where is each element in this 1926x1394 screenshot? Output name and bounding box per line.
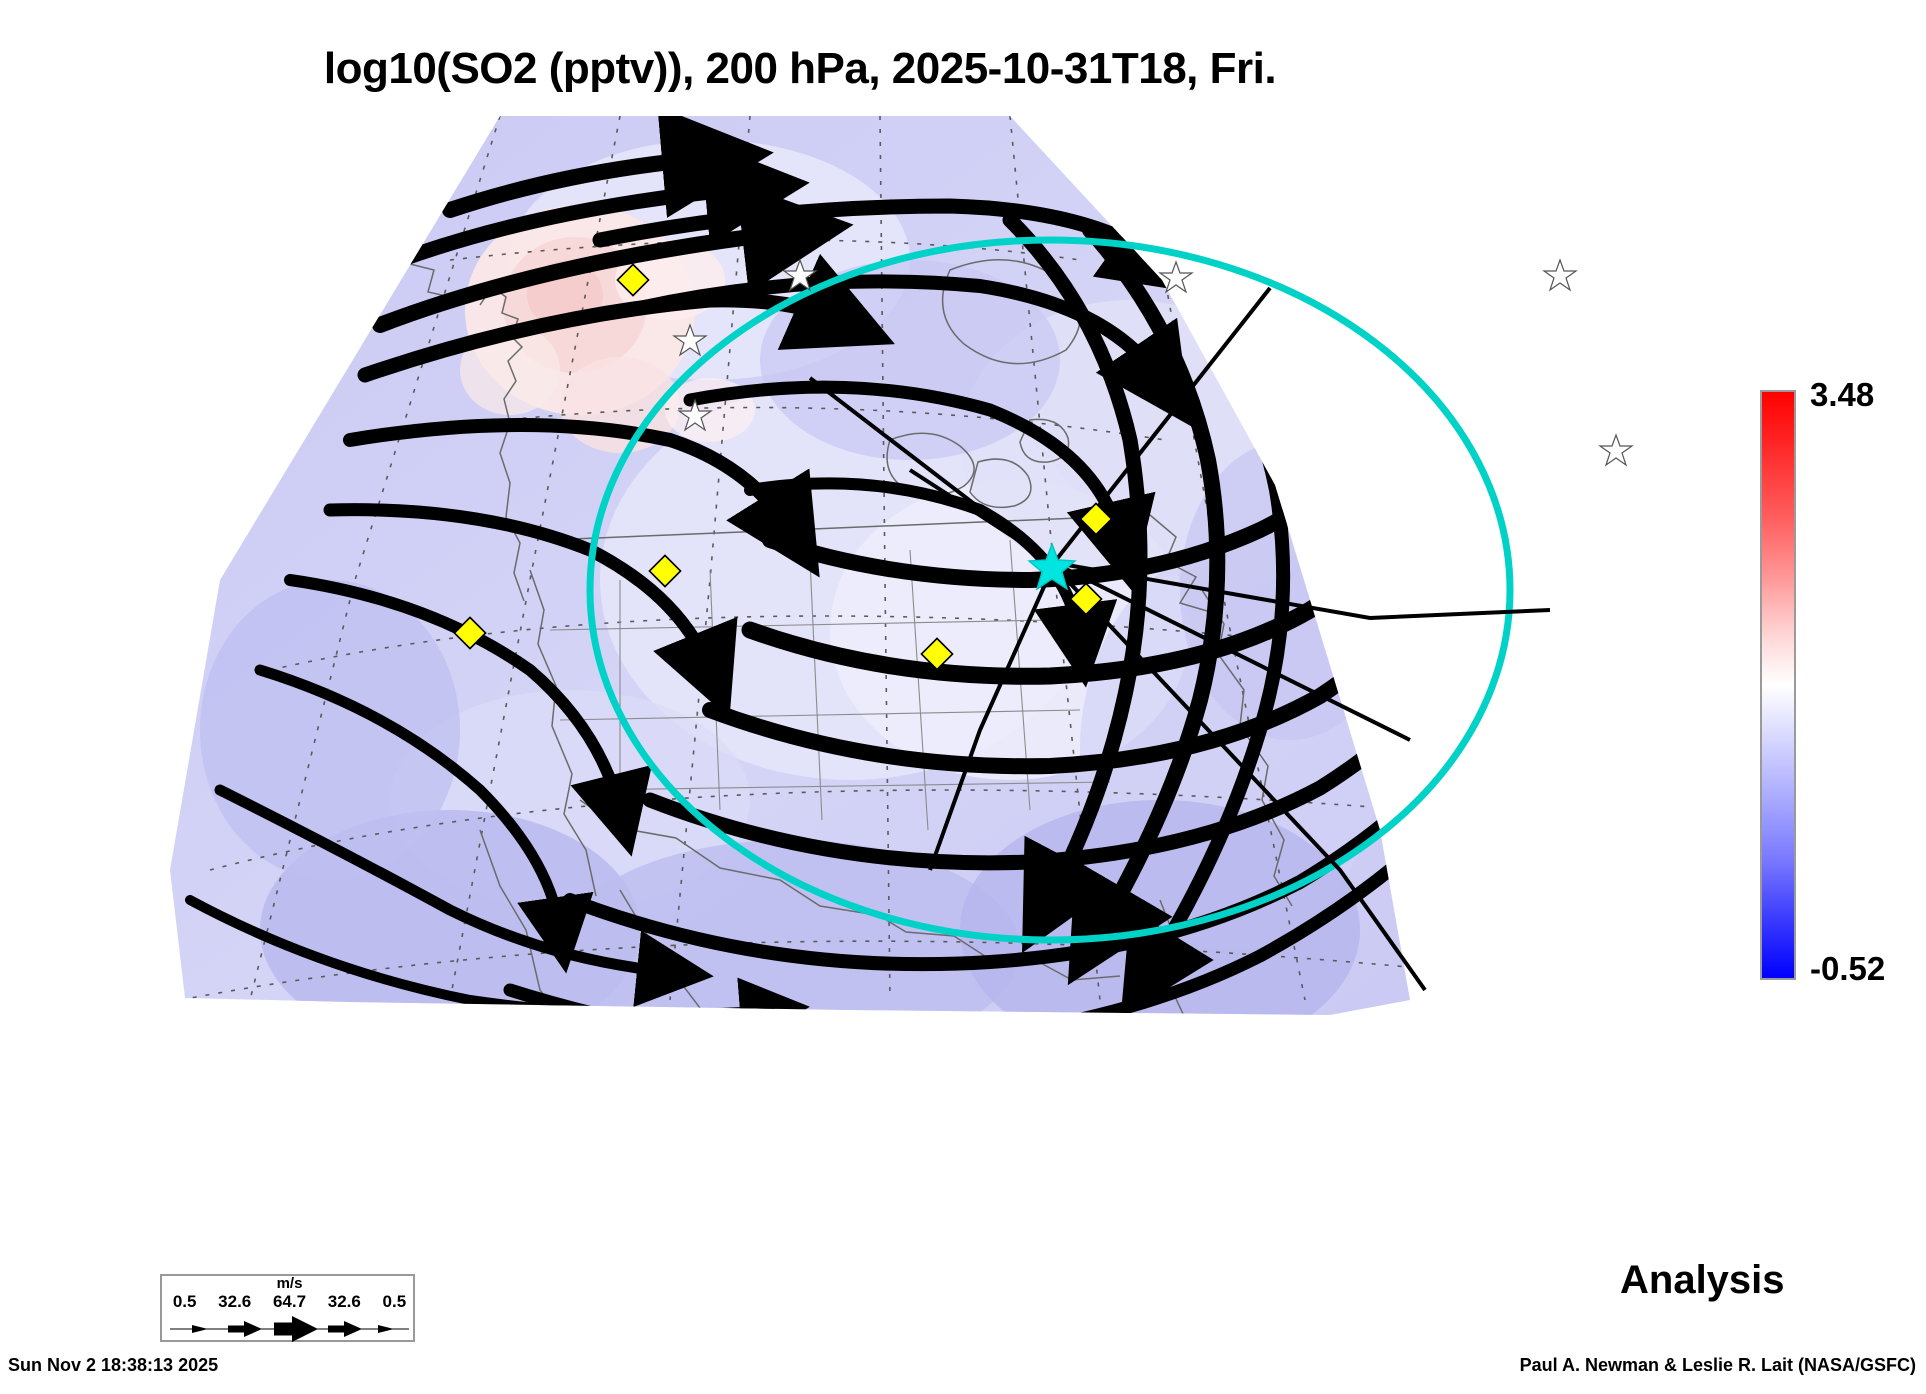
colorbar-max-label: 3.48 <box>1810 376 1875 413</box>
city-markers <box>672 258 1634 467</box>
wind-tick-3: 32.6 <box>327 1292 361 1311</box>
wind-tick-2: 64.7 <box>272 1292 307 1311</box>
colorbar-min-label: -0.52 <box>1810 950 1886 987</box>
analysis-label: Analysis <box>1620 1258 1785 1302</box>
map-panel[interactable] <box>150 110 1710 1270</box>
timestamp-label: Sun Nov 2 18:38:13 2025 <box>8 1355 219 1375</box>
credits-label: Paul A. Newman & Leslie R. Lait (NASA/GS… <box>1519 1355 1916 1375</box>
wind-tick-4: 0.5 <box>382 1292 407 1311</box>
wind-units-label: m/s <box>276 1275 303 1292</box>
flight-tracks[interactable] <box>808 286 1551 992</box>
wind-tick-0: 0.5 <box>172 1292 197 1311</box>
wind-arrow-scale <box>170 1316 409 1342</box>
colorbar-gradient <box>1760 390 1796 980</box>
colorbar: 3.48 -0.52 <box>1760 376 1920 1000</box>
page-title: log10(SO2 (pptv)), 200 hPa, 2025-10-31T1… <box>323 44 1277 93</box>
wind-tick-1: 32.6 <box>218 1292 252 1311</box>
station-markers[interactable] <box>453 263 1113 671</box>
site-marker[interactable] <box>1027 542 1077 591</box>
range-circle[interactable] <box>586 236 1514 944</box>
wind-tick-labels: 0.5 32.6 64.7 32.6 0.5 <box>162 1292 417 1312</box>
wind-speed-legend: m/s 0.5 32.6 64.7 32.6 0.5 <box>160 1274 415 1342</box>
map-canvas[interactable] <box>150 110 1710 1270</box>
